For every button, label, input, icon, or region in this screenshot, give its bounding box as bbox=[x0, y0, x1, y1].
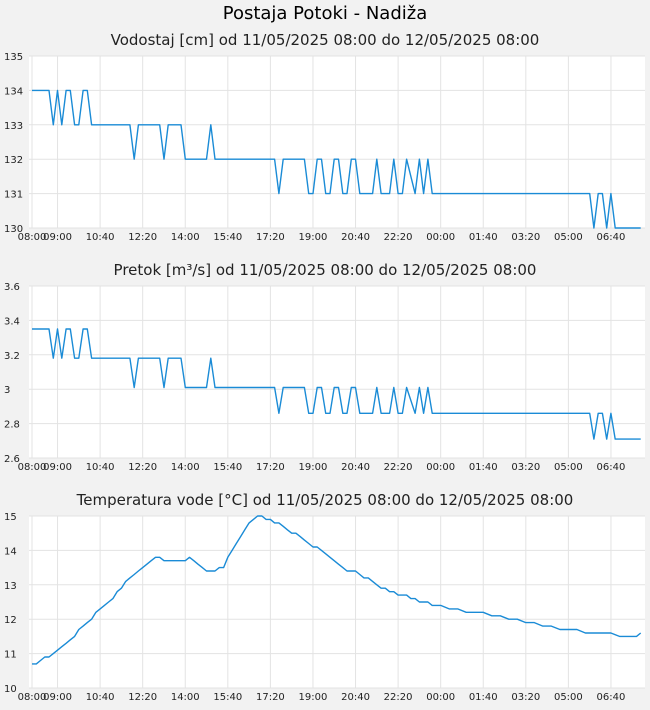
discharge-x-tick-label: 01:40 bbox=[469, 462, 498, 470]
discharge-x-tick-label: 22:20 bbox=[384, 462, 413, 470]
water-level-plot-area bbox=[29, 56, 645, 228]
water-level-x-tick-label: 15:40 bbox=[213, 232, 242, 240]
water-level-x-tick-label: 06:40 bbox=[597, 232, 626, 240]
water-temperature-x-tick-label: 09:00 bbox=[43, 692, 72, 702]
water-temperature-chart: 10 11 12 13 14 15 09:00 10:40 12:20 14:00 15:40 17:… bbox=[4, 512, 645, 702]
water-temperature-y-tick-label: 11 bbox=[4, 650, 17, 661]
water-temperature-x-tick-label: 10:40 bbox=[86, 692, 115, 702]
water-temperature-x-tick-label: 06:40 bbox=[597, 692, 626, 702]
chart-title-water-temperature: Temperatura vode [°C] od 11/05/2025 08:0… bbox=[76, 491, 574, 509]
water-temperature-x-tick-label: 14:00 bbox=[171, 692, 200, 702]
water-temperature-series-line bbox=[32, 515, 642, 665]
water-level-x-tick-label: 19:00 bbox=[299, 232, 328, 240]
discharge-x-tick-label: 05:00 bbox=[554, 462, 583, 470]
water-level-x-tick-label: 05:00 bbox=[554, 232, 583, 240]
water-level-y-tick-label: 131 bbox=[4, 190, 23, 201]
water-temperature-x-tick-label: 01:40 bbox=[469, 692, 498, 702]
water-temperature-x-tick-label: 20:40 bbox=[341, 692, 370, 702]
water-temperature-x-tick-label: 19:00 bbox=[299, 692, 328, 702]
water-level-y-tick-label: 134 bbox=[4, 86, 23, 97]
water-level-x-tick-label: 20:40 bbox=[341, 232, 370, 240]
discharge-x-tick-label: 00:00 bbox=[426, 462, 455, 470]
chart-title-discharge: Pretok [m³/s] od 11/05/2025 08:00 do 12/… bbox=[113, 261, 537, 279]
water-level-x-tick-label: 09:00 bbox=[43, 232, 72, 240]
water-temperature-x-tick-label: 03:20 bbox=[511, 692, 540, 702]
water-temperature-y-tick-label: 14 bbox=[4, 546, 17, 557]
water-temperature-y-tick-label: 10 bbox=[4, 684, 17, 695]
discharge-x-tick-label: 09:00 bbox=[43, 462, 72, 470]
water-level-chart: 130 131 132 133 134 135 09:00 10:40 12:20 14:00 15… bbox=[4, 52, 645, 240]
water-temperature-y-tick-label: 12 bbox=[4, 615, 17, 626]
discharge-x-tick-label: 15:40 bbox=[213, 462, 242, 470]
discharge-x-tick-label: 17:20 bbox=[256, 462, 285, 470]
discharge-y-tick-label: 3.6 bbox=[4, 282, 20, 293]
water-temperature-x-tick-label: 12:20 bbox=[128, 692, 157, 702]
water-temperature-x-tick-label: 08:00 bbox=[18, 692, 47, 702]
discharge-x-tick-label: 10:40 bbox=[86, 462, 115, 470]
water-temperature-x-tick-label: 00:00 bbox=[426, 692, 455, 702]
water-temperature-x-tick-label: 15:40 bbox=[213, 692, 242, 702]
discharge-y-tick-label: 3.2 bbox=[4, 351, 20, 362]
water-level-x-tick-label: 10:40 bbox=[86, 232, 115, 240]
discharge-x-tick-label: 08:00 bbox=[18, 462, 47, 470]
water-level-y-tick-label: 130 bbox=[4, 224, 23, 235]
discharge-y-tick-label: 3.4 bbox=[4, 316, 20, 327]
water-level-y-tick-label: 133 bbox=[4, 121, 23, 132]
water-level-x-tick-label: 00:00 bbox=[426, 232, 455, 240]
water-level-x-tick-label: 12:20 bbox=[128, 232, 157, 240]
water-temperature-x-tick-label: 22:20 bbox=[384, 692, 413, 702]
discharge-x-tick-label: 19:00 bbox=[299, 462, 328, 470]
water-level-x-tick-label: 08:00 bbox=[18, 232, 47, 240]
discharge-y-tick-label: 2.6 bbox=[4, 454, 20, 465]
water-temperature-x-tick-label: 17:20 bbox=[256, 692, 285, 702]
page-title: Postaja Potoki - Nadiža bbox=[222, 3, 428, 24]
discharge-y-tick-label: 2.8 bbox=[4, 420, 20, 431]
discharge-chart: 2.6 2.8 3 3.2 3.4 3.6 09:00 10:40 12:20 14:00 15:4… bbox=[4, 282, 645, 470]
discharge-x-tick-label: 14:00 bbox=[171, 462, 200, 470]
water-temperature-plot-area bbox=[29, 516, 645, 688]
water-temperature-x-tick-label: 05:00 bbox=[554, 692, 583, 702]
water-temperature-y-tick-label: 15 bbox=[4, 512, 17, 523]
water-level-x-tick-label: 03:20 bbox=[511, 232, 540, 240]
water-level-x-tick-label: 22:20 bbox=[384, 232, 413, 240]
discharge-series-line bbox=[32, 328, 641, 440]
discharge-x-tick-label: 03:20 bbox=[511, 462, 540, 470]
discharge-plot-area bbox=[29, 286, 645, 458]
discharge-x-tick-label: 06:40 bbox=[597, 462, 626, 470]
water-level-series-line bbox=[32, 89, 641, 229]
chart-title-water-level: Vodostaj [cm] od 11/05/2025 08:00 do 12/… bbox=[110, 31, 540, 49]
discharge-x-tick-label: 20:40 bbox=[341, 462, 370, 470]
water-level-y-tick-label: 135 bbox=[4, 52, 23, 63]
water-temperature-y-tick-label: 13 bbox=[4, 581, 17, 592]
water-level-x-tick-label: 01:40 bbox=[469, 232, 498, 240]
water-level-x-tick-label: 17:20 bbox=[256, 232, 285, 240]
discharge-y-tick-label: 3 bbox=[4, 385, 10, 396]
water-level-y-tick-label: 132 bbox=[4, 155, 23, 166]
water-level-x-tick-label: 14:00 bbox=[171, 232, 200, 240]
discharge-x-tick-label: 12:20 bbox=[128, 462, 157, 470]
